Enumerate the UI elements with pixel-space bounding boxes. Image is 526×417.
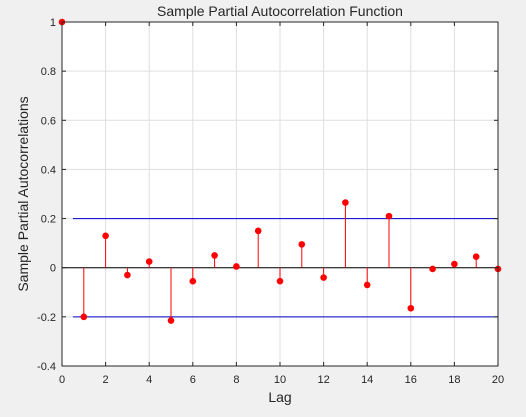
stem-marker-9	[254, 227, 262, 235]
axes	[61, 21, 499, 367]
stem-marker-13	[342, 199, 349, 206]
y-tick-labels: -0.4 -0.2 0 0.2 0.4 0.6 0.8 1	[37, 17, 56, 373]
x-tick-label-5: 10	[274, 374, 286, 386]
y-tick-label-2: 0	[50, 263, 56, 275]
stem-marker-12	[320, 274, 327, 281]
x-tick-label-10: 20	[492, 374, 504, 386]
x-tick-label-9: 18	[448, 374, 460, 386]
stem-marker-1	[80, 313, 88, 321]
y-tick-label-1: -0.2	[37, 312, 56, 324]
x-axis-label: Lag	[268, 389, 291, 405]
y-axis-label: Sample Partial Autocorrelations	[15, 96, 31, 291]
y-tick-label-3: 0.2	[41, 214, 56, 226]
y-tick-label-4: 0.4	[41, 164, 56, 176]
x-tick-label-7: 14	[361, 374, 373, 386]
x-tick-label-3: 6	[190, 374, 196, 386]
x-tick-labels: 0 2 4 6 8 10 12 14 16 18 20	[59, 374, 504, 386]
confidence-bounds	[72, 218, 498, 318]
chart-title: Sample Partial Autocorrelation Function	[157, 3, 403, 19]
stem-marker-11	[298, 241, 306, 248]
y-tick-label-5: 0.6	[41, 115, 56, 127]
x-tick-label-8: 16	[405, 374, 417, 386]
y-tick-label-0: -0.4	[37, 361, 56, 373]
stem-marker-3	[124, 271, 131, 279]
stem-marker-2	[102, 232, 109, 240]
stem-marker-10	[276, 277, 284, 285]
stem-marker-15	[385, 212, 393, 220]
x-tick-label-1: 2	[103, 374, 109, 386]
stem-marker-14	[363, 281, 371, 289]
stem-marker-17	[429, 265, 436, 273]
y-tick-label-6: 0.8	[41, 66, 56, 78]
x-tick-label-2: 4	[146, 374, 152, 386]
stem-marker-6	[189, 277, 197, 285]
x-tick-label-0: 0	[59, 374, 65, 386]
stem-marker-16	[407, 304, 415, 312]
x-tick-label-6: 12	[317, 374, 329, 386]
x-tick-label-4: 8	[233, 374, 239, 386]
stem-marker-4	[145, 258, 153, 265]
stem-marker-5	[167, 317, 175, 324]
stem-marker-19	[472, 253, 480, 260]
y-tick-label-7: 1	[50, 17, 56, 29]
stem-marker-7	[211, 252, 218, 259]
stem-marker-8	[233, 263, 240, 270]
stem-marker-18	[451, 260, 458, 268]
